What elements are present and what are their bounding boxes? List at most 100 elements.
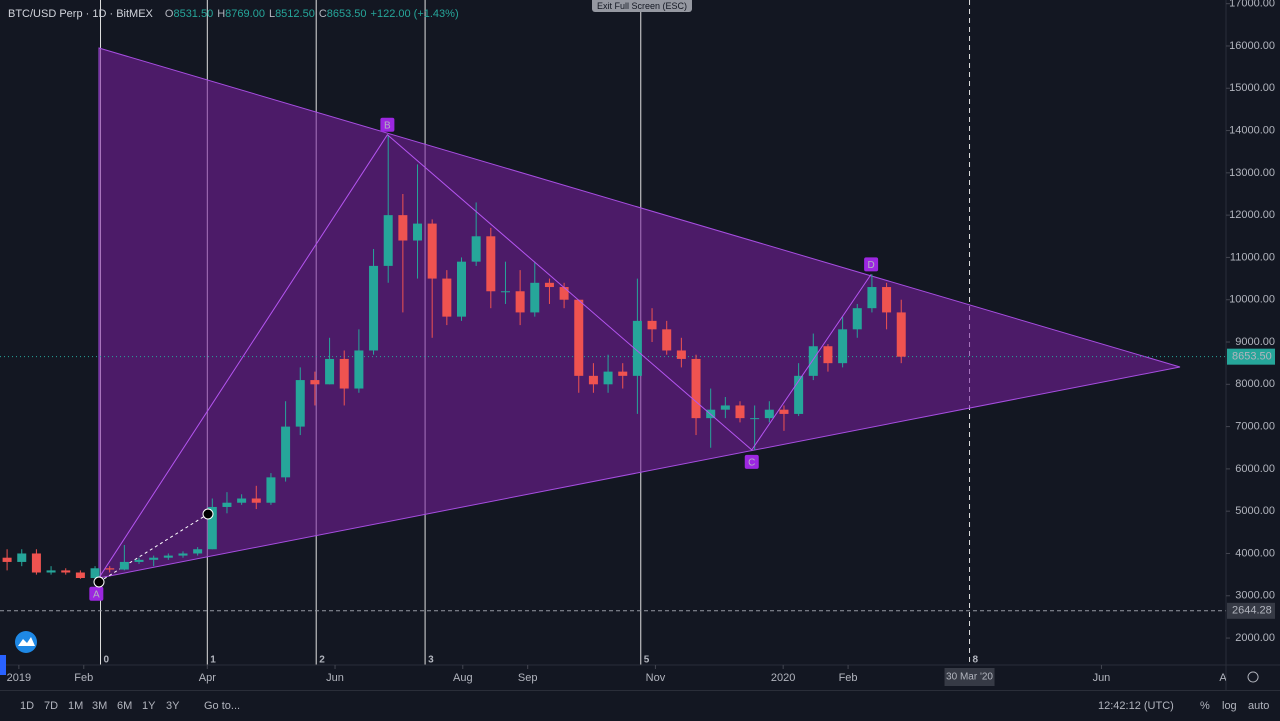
anchor-point — [202, 508, 214, 520]
x-tick-label: Apr — [199, 672, 216, 684]
settings-icon[interactable] — [1247, 671, 1259, 683]
candle-body — [105, 568, 115, 570]
range-button[interactable]: 1D — [20, 700, 35, 712]
x-tick-label: Jun — [1093, 672, 1111, 684]
range-button[interactable]: 1Y — [142, 700, 156, 712]
y-tick-label: 16000.00 — [1229, 40, 1275, 52]
time-zone-label: 2 — [319, 655, 325, 666]
candle-body — [17, 553, 27, 562]
candle-body — [75, 572, 85, 579]
candle-body — [676, 350, 686, 359]
goto-button[interactable]: Go to... — [204, 700, 241, 712]
price-label: 2644.28 — [1232, 605, 1272, 617]
ohlc-value: 8653.50 — [326, 8, 367, 20]
ohlc: O 8531.50 H 8769.00 L 8512.50 C 8653.50 — [165, 8, 371, 20]
candle-body — [647, 320, 657, 330]
candle-body — [882, 287, 892, 313]
candle-body — [735, 405, 745, 419]
y-tick-label: 11000.00 — [1230, 251, 1275, 263]
pattern-point-label: B — [384, 120, 391, 131]
pattern-point-box — [744, 454, 759, 469]
candle-body — [750, 418, 760, 420]
x-tick-label: Feb — [839, 672, 858, 684]
crosshair-date-box — [944, 668, 995, 686]
y-tick-label: 10000.00 — [1229, 294, 1275, 306]
x-tick-label: Jun — [326, 672, 344, 684]
candle-body — [61, 570, 71, 573]
auto-toggle[interactable]: auto — [1248, 700, 1270, 712]
y-tick-label: 4000.00 — [1235, 547, 1275, 559]
y-tick-label: 9000.00 — [1235, 336, 1275, 348]
pattern-point-box — [864, 257, 879, 272]
price-label-box — [1227, 602, 1275, 619]
x-tick-label: 2019 — [7, 672, 31, 684]
y-tick-label: 6000.00 — [1235, 463, 1275, 475]
candle-body — [603, 371, 613, 385]
candle-body — [369, 265, 379, 351]
candle-body — [530, 282, 540, 313]
candle-body — [823, 346, 833, 364]
candle-body — [559, 287, 569, 300]
ohlc-value: 8769.00 — [225, 8, 265, 20]
time-zone-label: 8 — [973, 655, 979, 666]
candle-body — [237, 498, 247, 503]
logo-mark — [18, 637, 35, 646]
candle-body — [281, 426, 291, 478]
x-tick-label: 2020 — [771, 672, 795, 684]
candle-body — [266, 477, 276, 503]
y-tick-label: 12000.00 — [1229, 209, 1275, 221]
candle-body — [764, 409, 774, 419]
candle-body — [207, 506, 217, 550]
anchor-point — [93, 576, 105, 588]
range-button[interactable]: 7D — [44, 700, 59, 712]
x-tick-label: Aug — [453, 672, 473, 684]
ohlc-key: C — [318, 8, 327, 20]
candle-body — [574, 299, 584, 376]
candle-body — [896, 312, 906, 357]
triangle-drawing — [98, 47, 1181, 579]
range-button[interactable]: 3M — [92, 700, 108, 712]
candle-body — [149, 557, 159, 560]
candle-body — [442, 278, 452, 317]
change: +122.00 (+1.43%) — [370, 8, 459, 20]
x-tick-label: Feb — [74, 672, 93, 684]
interval: 1D — [92, 8, 107, 20]
candle-body — [720, 405, 730, 410]
symbol: BTC/USD Perp — [8, 8, 83, 20]
y-tick-label: 5000.00 — [1235, 505, 1275, 517]
side-tab[interactable] — [0, 655, 6, 675]
candle-body — [808, 346, 818, 376]
percent-toggle[interactable]: % — [1200, 700, 1210, 712]
exit-fullscreen[interactable]: Exit Full Screen (ESC) — [592, 0, 692, 12]
candle-body — [339, 358, 349, 389]
candle-body — [662, 329, 672, 351]
candle-body — [486, 236, 496, 292]
time-zone-label: 1 — [210, 655, 216, 666]
candle-body — [544, 282, 554, 288]
pattern-point-label: D — [867, 260, 874, 271]
log-toggle[interactable]: log — [1222, 700, 1237, 712]
range-button[interactable]: 3Y — [166, 700, 180, 712]
candle-body — [222, 502, 232, 507]
legend: BTC/USD Perp · 1D · BitMEX O 8531.50 H 8769… — [8, 8, 463, 20]
sep: · — [82, 8, 93, 20]
candle-body — [779, 409, 789, 414]
candle-body — [90, 568, 100, 579]
ohlc-key: H — [217, 8, 226, 20]
ohlc-value: 8512.50 — [275, 8, 315, 20]
range-button[interactable]: 1M — [68, 700, 84, 712]
y-tick-label: 13000.00 — [1229, 167, 1275, 179]
y-tick-label: 3000.00 — [1235, 590, 1275, 602]
candle-body — [295, 380, 305, 427]
candle-body — [515, 291, 525, 313]
candle-body — [383, 215, 393, 266]
clock: 12:42:12 (UTC) — [1098, 700, 1174, 712]
pattern-point-label: A — [93, 589, 100, 600]
pattern-point-box — [380, 117, 395, 132]
candle-body — [193, 549, 203, 554]
range-button[interactable]: 6M — [117, 700, 133, 712]
time-axis: 2019 Feb Apr Jun Aug Sep Nov 2020 Feb Jun Aug — [7, 665, 1226, 684]
ohlc-value: 8531.50 — [173, 8, 214, 20]
time-zone-label: 0 — [104, 655, 110, 666]
